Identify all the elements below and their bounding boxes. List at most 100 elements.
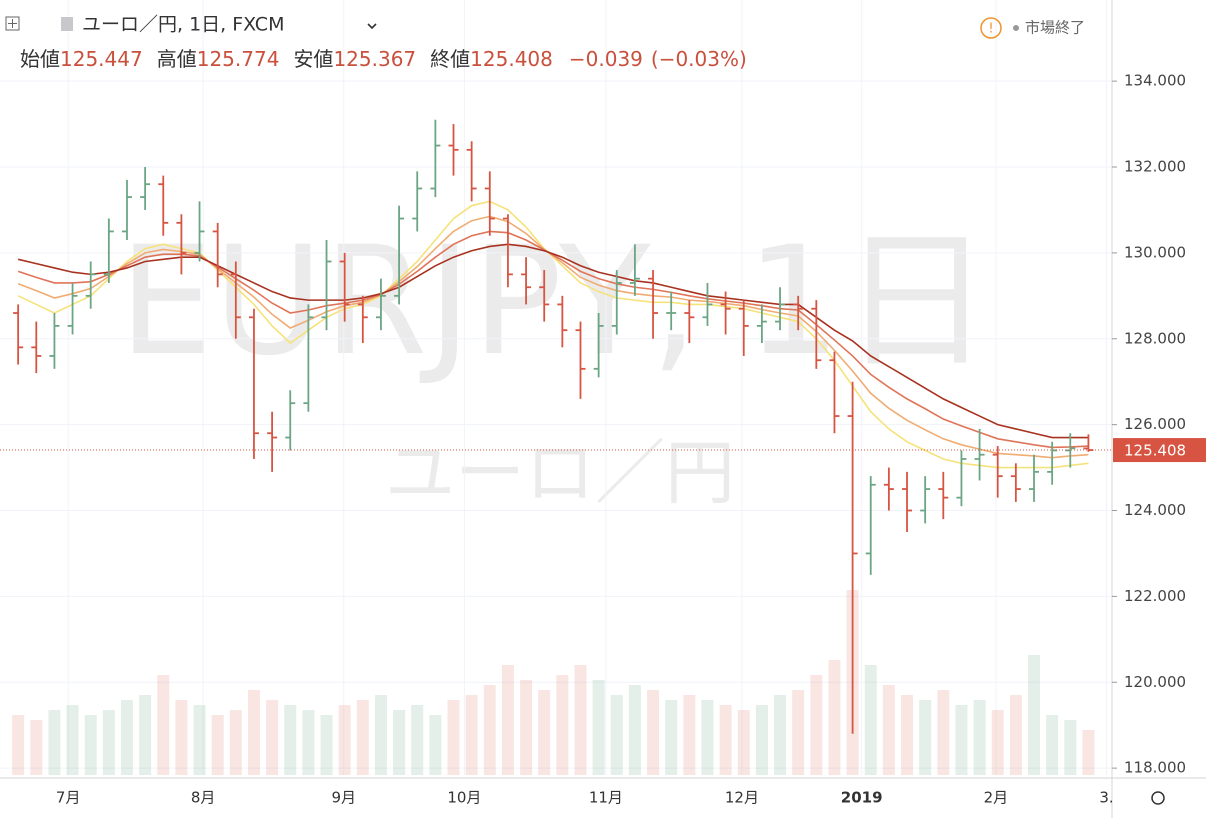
y-tick-label: 128.000 bbox=[1124, 329, 1186, 347]
volume-bar bbox=[356, 700, 369, 775]
x-tick-label: 11月 bbox=[589, 789, 623, 807]
volume-bar bbox=[175, 700, 188, 775]
volume-bar bbox=[211, 715, 224, 775]
volume-bar bbox=[901, 695, 914, 775]
ohlc-info: 始値125.447 高値125.774 安値125.367 終値125.408 −0.0… bbox=[20, 47, 747, 71]
volume-bar bbox=[556, 675, 569, 775]
volume-bar bbox=[120, 700, 133, 775]
volume-bar bbox=[574, 665, 587, 775]
volume-bar bbox=[774, 695, 787, 775]
volume-bar bbox=[374, 695, 387, 775]
x-tick-label: 3. bbox=[1099, 789, 1113, 807]
volume-bar bbox=[393, 710, 406, 775]
settings-icon[interactable] bbox=[1151, 791, 1165, 805]
volume-bar bbox=[1082, 730, 1095, 775]
axes: 118.000 120.000 122.000 124.000 126.000 128.0… bbox=[0, 72, 1206, 807]
volume-bar bbox=[701, 700, 714, 775]
volume-bar bbox=[647, 690, 660, 775]
x-tick-label: 2019 bbox=[841, 789, 883, 807]
volume-bar bbox=[30, 720, 43, 775]
volume-bar bbox=[792, 690, 805, 775]
volume-bar bbox=[1027, 655, 1040, 775]
flag-icon bbox=[61, 17, 73, 31]
add-icon[interactable] bbox=[5, 16, 20, 31]
volume-bar bbox=[1009, 695, 1022, 775]
volume-bar bbox=[66, 705, 79, 775]
chevron[interactable] bbox=[367, 23, 377, 30]
volume-bar bbox=[755, 705, 768, 775]
volume-bar bbox=[284, 705, 297, 775]
change-pct: (−0.03%) bbox=[651, 47, 747, 71]
volume-bar bbox=[538, 690, 551, 775]
volume-bar bbox=[338, 705, 351, 775]
volume-bar bbox=[991, 710, 1004, 775]
volume-bar bbox=[592, 680, 605, 775]
volume-bar bbox=[193, 705, 206, 775]
volume-bar bbox=[139, 695, 152, 775]
watermark: EURJPY, 1日 bbox=[119, 215, 992, 389]
volume-bar bbox=[683, 695, 696, 775]
volume-bar bbox=[919, 700, 932, 775]
x-tick-label: 2月 bbox=[984, 789, 1009, 807]
y-tick-label: 134.000 bbox=[1124, 72, 1186, 90]
volume-bar bbox=[102, 710, 115, 775]
header: ユーロ／円, 1日, FXCM ! 市場終了 始値125.447 高値125.77… bbox=[5, 14, 1085, 71]
volume-bar bbox=[520, 680, 533, 775]
info-label: 始値 bbox=[20, 47, 60, 71]
volume-bar bbox=[447, 700, 460, 775]
bar-layer bbox=[13, 119, 1094, 734]
volume-bar bbox=[810, 675, 823, 775]
volume-bar bbox=[320, 715, 333, 775]
watermark-layer: EURJPY, 1日 ユーロ／円 bbox=[119, 215, 992, 514]
volume-bar bbox=[719, 705, 732, 775]
volume-bar bbox=[737, 710, 750, 775]
volume-bar bbox=[157, 675, 170, 775]
y-tick-label: 122.000 bbox=[1124, 587, 1186, 605]
x-tick-label: 7月 bbox=[56, 789, 81, 807]
x-tick-label: 10月 bbox=[447, 789, 481, 807]
volume-bar bbox=[465, 695, 478, 775]
volume-bar bbox=[84, 715, 97, 775]
volume-bar bbox=[266, 700, 279, 775]
volume-bar bbox=[302, 710, 315, 775]
volume-bar bbox=[429, 715, 442, 775]
volume-bar bbox=[12, 715, 25, 775]
alert-mark: ! bbox=[988, 22, 993, 37]
status-dot bbox=[1013, 25, 1019, 31]
volume-bar bbox=[973, 700, 986, 775]
volume-bar bbox=[501, 665, 514, 775]
volume-bar bbox=[247, 690, 260, 775]
volume-bar bbox=[1046, 715, 1059, 775]
x-tick-label: 12月 bbox=[725, 789, 759, 807]
alert-icon[interactable] bbox=[980, 17, 1002, 39]
volume-bar bbox=[1064, 720, 1077, 775]
volume-bar bbox=[229, 710, 242, 775]
moving-average bbox=[17, 243, 1089, 439]
last-price-label: 125.408 bbox=[1124, 442, 1186, 460]
volume-bar bbox=[610, 695, 623, 775]
change: −0.039 bbox=[569, 47, 643, 71]
volume-bar bbox=[864, 665, 877, 775]
moving-average bbox=[17, 230, 1089, 449]
volume-bar bbox=[955, 705, 968, 775]
info-value: 125.447 bbox=[60, 47, 143, 71]
watermark-sub: ユーロ／円 bbox=[385, 432, 735, 514]
volume-bar bbox=[665, 700, 678, 775]
volume-layer bbox=[12, 590, 1095, 775]
y-tick-label: 120.000 bbox=[1124, 673, 1186, 691]
info-label: 高値 bbox=[157, 47, 197, 71]
gear[interactable] bbox=[1151, 791, 1165, 805]
volume-bar bbox=[628, 685, 641, 775]
y-tick-label: 130.000 bbox=[1124, 243, 1186, 261]
x-tick-label: 9月 bbox=[331, 789, 356, 807]
volume-bar bbox=[411, 705, 424, 775]
volume-bar bbox=[483, 685, 496, 775]
symbol-title[interactable]: ユーロ／円, 1日, FXCM bbox=[82, 14, 284, 36]
x-tick-label: 8月 bbox=[191, 789, 216, 807]
info-label: 終値 bbox=[430, 47, 470, 71]
y-tick-label: 126.000 bbox=[1124, 415, 1186, 433]
info-value: 125.774 bbox=[197, 47, 280, 71]
y-tick-label: 132.000 bbox=[1124, 158, 1186, 176]
